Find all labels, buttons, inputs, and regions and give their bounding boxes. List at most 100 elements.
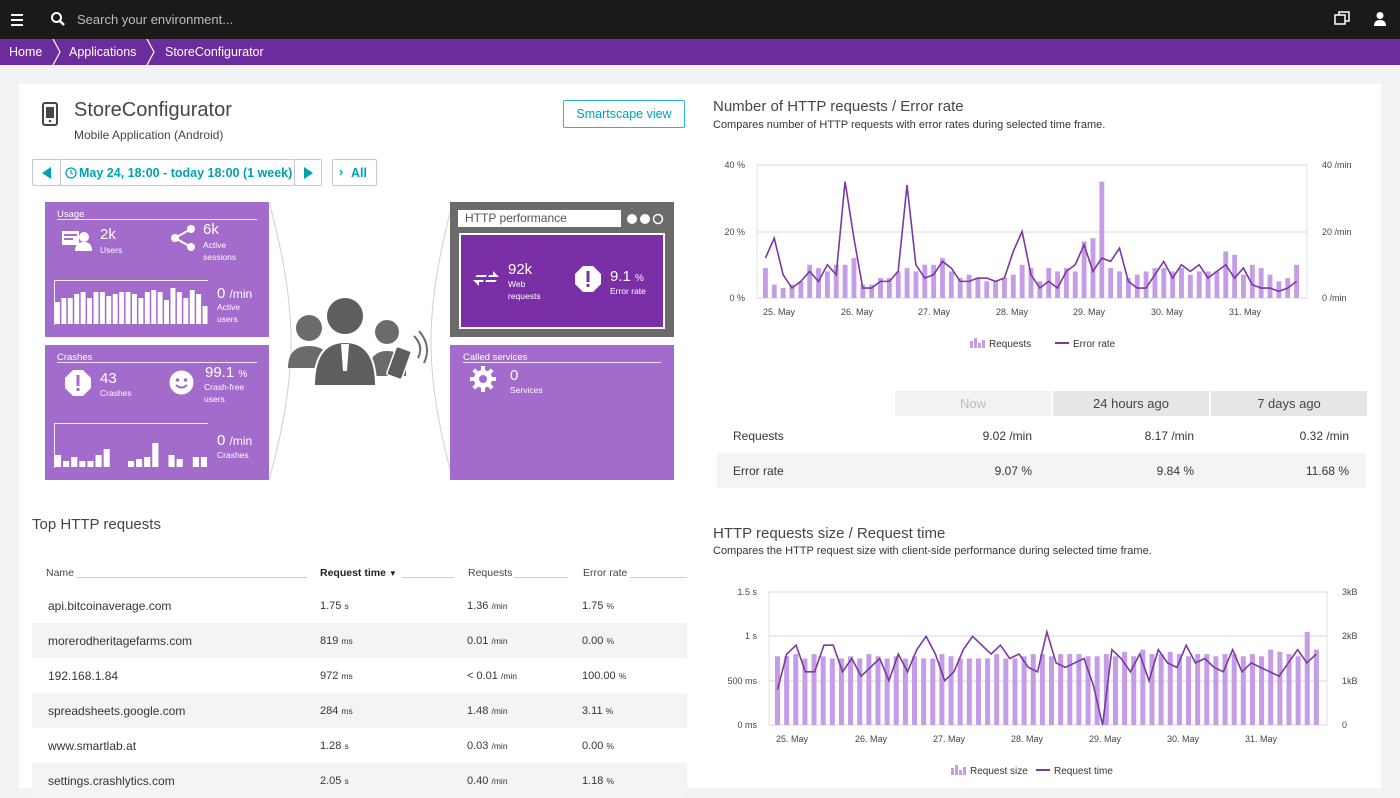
request-count: 1.48 /min (467, 705, 508, 717)
col-request-time-label: Request time (320, 567, 386, 579)
mini-bar (125, 292, 131, 324)
request-name[interactable]: 192.168.1.84 (48, 669, 119, 683)
mini-bar (176, 459, 183, 467)
breadcrumb-home[interactable]: Home (9, 45, 43, 59)
timeframe-next-button[interactable] (294, 159, 322, 186)
col-name[interactable]: Name (46, 567, 75, 579)
http-performance-title: HTTP performance (458, 210, 621, 227)
x-tick: 29. May (1073, 307, 1106, 317)
col-error-rate[interactable]: Error rate (583, 567, 628, 579)
bar (1152, 268, 1158, 298)
summary-row-requests: Requests 9.02 /min 8.17 /min 0.32 /min (717, 418, 1366, 453)
x-tick: 30. May (1167, 734, 1200, 744)
search-icon[interactable] (50, 11, 66, 27)
bar (1131, 656, 1137, 725)
mini-bar (176, 292, 182, 324)
called-services-tile[interactable]: Called services 0 Services (450, 345, 674, 480)
usage-bar-chart (55, 288, 208, 324)
usage-tile[interactable]: Usage 2k Users 6k Active sessions 0 /min… (45, 202, 269, 337)
windows-icon[interactable] (1334, 11, 1350, 27)
request-size-time-chart[interactable]: 1.5 s 3kB 1 s 2kB 500 ms 1kB 0 ms 0 25. May 26. M… (700, 578, 1380, 788)
transfer-icon (473, 269, 499, 288)
mini-bar (63, 461, 70, 467)
window-dots-icon (627, 213, 664, 225)
chevron-right-icon (52, 39, 61, 65)
crash-free-label: Crash-free users (204, 382, 245, 404)
top-bar: Search your environment... (0, 0, 1400, 39)
timeframe-selector[interactable]: May 24, 18:00 - today 18:00 (1 week) (60, 159, 295, 186)
request-time: 1.75 s (320, 600, 349, 612)
web-requests-value: 92k (508, 261, 533, 278)
table-row[interactable]: 192.168.1.84 972 ms < 0.01 /min 100.00 % (32, 658, 687, 693)
bar (1003, 658, 1009, 725)
error-rate-label: Error rate (610, 286, 646, 296)
table-row[interactable]: api.bitcoinaverage.com 1.75 s 1.36 /min … (32, 588, 687, 623)
bar (1286, 654, 1292, 725)
bar (1222, 654, 1228, 725)
crashes-tile[interactable]: Crashes 43 Crashes 99.1 % Crash-free use… (45, 345, 269, 480)
table-row[interactable]: spreadsheets.google.com 284 ms 1.48 /min… (32, 693, 687, 728)
crash-free-value: 99.1 (205, 364, 235, 381)
bar (1267, 274, 1273, 298)
summary-value: 9.07 % (994, 464, 1032, 478)
col-request-time[interactable]: Request time ▼ (320, 567, 397, 579)
connector-curves (268, 202, 454, 480)
crashes-now-unit: /min (229, 434, 253, 448)
mini-bar (132, 294, 137, 324)
summary-header-7d[interactable]: 7 days ago (1211, 391, 1367, 416)
summary-value: 9.02 /min (982, 429, 1032, 443)
bar (895, 271, 901, 298)
sessions-label: Active sessions (203, 240, 237, 262)
summary-value: 8.17 /min (1144, 429, 1194, 443)
search-input[interactable]: Search your environment... (77, 12, 234, 27)
request-name[interactable]: spreadsheets.google.com (48, 704, 186, 718)
y-right-tick: 0 /min (1322, 293, 1347, 303)
request-name[interactable]: www.smartlab.at (48, 739, 137, 753)
table-row[interactable]: www.smartlab.at 1.28 s 0.03 /min 0.00 % (32, 728, 687, 763)
http-performance-tile[interactable]: HTTP performance 92k Web requests 9.1 % … (450, 202, 674, 337)
bar (789, 284, 795, 298)
summary-header-now[interactable]: Now (895, 391, 1051, 416)
table-row[interactable]: settings.crashlytics.com 2.05 s 0.40 /mi… (32, 763, 687, 798)
called-services-title: Called services (463, 352, 528, 363)
bar (1030, 654, 1036, 725)
request-count: 0.03 /min (467, 740, 508, 752)
request-name[interactable]: settings.crashlytics.com (48, 774, 175, 788)
request-name[interactable]: api.bitcoinaverage.com (48, 599, 172, 613)
active-users-label: Active users (217, 302, 241, 324)
breadcrumb-applications[interactable]: Applications (69, 45, 137, 59)
sort-down-icon: ▼ (388, 569, 397, 578)
bar (1179, 268, 1184, 298)
bar (851, 258, 857, 298)
col-requests[interactable]: Requests (468, 567, 513, 579)
table-row[interactable]: morerodheritagefarms.com 819 ms 0.01 /mi… (32, 623, 687, 658)
request-count: 0.40 /min (467, 775, 508, 787)
mini-bar (119, 292, 125, 324)
bar (1277, 651, 1283, 725)
mini-bar (80, 292, 86, 324)
bar (886, 278, 892, 298)
requests-error-chart[interactable]: 40 % 40 /min 20 % 20 /min 0 % 0 /min 25. May 26… (700, 150, 1380, 365)
menu-icon[interactable] (11, 11, 25, 27)
bar (1196, 271, 1202, 298)
bar (913, 271, 919, 298)
y-left-tick: 1 s (745, 631, 758, 641)
bar (1276, 281, 1282, 298)
bar (848, 656, 854, 725)
summary-header-24h[interactable]: 24 hours ago (1053, 391, 1209, 416)
bar (1072, 271, 1078, 298)
bar (984, 281, 990, 298)
legend[interactable]: Request size Request time (951, 765, 1113, 777)
timeframe-prev-button[interactable] (32, 159, 61, 186)
users-value: 2k (100, 226, 116, 243)
breadcrumb-current[interactable]: StoreConfigurator (165, 45, 264, 59)
timeframe-all-button[interactable]: › All (332, 159, 377, 186)
smartscape-view-button[interactable]: Smartscape view (563, 100, 685, 128)
user-icon[interactable] (1373, 11, 1387, 27)
mini-bar (112, 294, 118, 324)
request-name[interactable]: morerodheritagefarms.com (48, 634, 193, 648)
x-tick: 27. May (933, 734, 966, 744)
mini-bar (67, 298, 73, 324)
active-users-value: 0 (217, 285, 226, 302)
legend[interactable]: Requests Error rate (970, 338, 1116, 350)
